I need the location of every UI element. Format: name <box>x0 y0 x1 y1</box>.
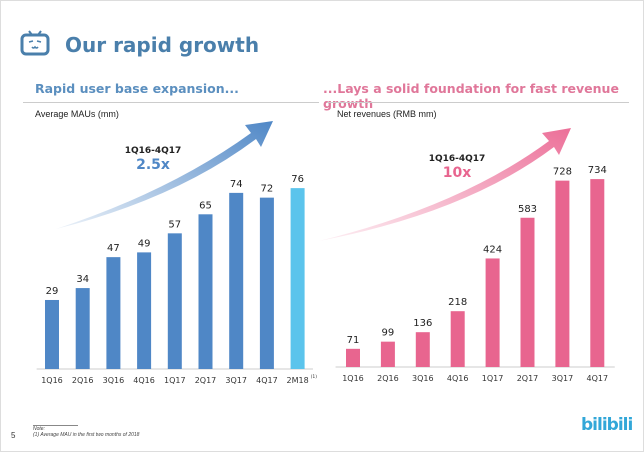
left-value-label: 72 <box>261 184 274 195</box>
left-bar-2Q17 <box>198 214 213 369</box>
left-category-label: 4Q17 <box>256 376 278 385</box>
right-category-label: 4Q16 <box>447 374 469 383</box>
right-category-label: 3Q16 <box>412 374 434 383</box>
right-value-label: 136 <box>413 318 432 329</box>
left-bar-4Q16 <box>137 252 152 369</box>
left-category-label: 2M18 <box>287 376 309 385</box>
left-footnote-marker: (1) <box>311 374 318 380</box>
right-bar-1Q17 <box>485 258 500 367</box>
right-annotation-growth: 10x <box>443 165 472 181</box>
left-category-label: 1Q17 <box>164 376 186 385</box>
right-value-label: 583 <box>518 204 537 215</box>
right-category-label: 4Q17 <box>587 374 609 383</box>
left-category-label: 4Q16 <box>133 376 155 385</box>
right-bar-4Q17 <box>590 179 605 367</box>
left-y-label: Average MAUs (mm) <box>35 109 119 119</box>
right-value-label: 424 <box>483 244 502 255</box>
right-bar-3Q17 <box>555 180 570 367</box>
note-text: (1) Average MAU in the first two months … <box>33 432 140 438</box>
right-value-label: 218 <box>448 297 467 308</box>
left-value-label: 76 <box>291 174 304 185</box>
left-category-label: 3Q17 <box>225 376 247 385</box>
left-chart-title: Rapid user base expansion... <box>35 81 239 96</box>
left-bar-2M18 <box>290 188 305 369</box>
left-value-label: 74 <box>230 179 243 190</box>
right-value-label: 734 <box>588 165 607 176</box>
left-category-label: 2Q17 <box>195 376 217 385</box>
right-bar-2Q17 <box>520 217 535 367</box>
right-chart-title: ...Lays a solid foundation for fast reve… <box>323 81 619 111</box>
left-annotation-growth: 2.5x <box>136 157 170 173</box>
bilibili-logo: bilibili <box>581 415 633 435</box>
left-value-label: 57 <box>168 219 181 230</box>
left-value-label: 34 <box>76 274 89 285</box>
left-value-label: 65 <box>199 200 212 211</box>
left-category-label: 1Q16 <box>41 376 63 385</box>
right-category-label: 3Q17 <box>552 374 574 383</box>
footnote: Note: (1) Average MAU in the first two m… <box>33 426 139 438</box>
left-bar-2Q16 <box>75 288 90 369</box>
left-bar-3Q17 <box>229 192 244 369</box>
left-bar-3Q16 <box>106 257 121 369</box>
right-category-label: 1Q17 <box>482 374 504 383</box>
right-value-label: 71 <box>347 335 360 346</box>
right-category-label: 2Q16 <box>377 374 399 383</box>
left-category-label: 3Q16 <box>103 376 125 385</box>
right-divider <box>327 102 629 103</box>
left-bar-1Q16 <box>45 299 59 369</box>
right-annotation-period: 1Q16-4Q17 <box>429 154 486 164</box>
left-bar-1Q17 <box>167 233 182 369</box>
left-bar-4Q17 <box>259 197 274 369</box>
left-value-label: 49 <box>138 238 151 249</box>
left-divider <box>23 102 319 103</box>
right-bar-2Q16 <box>380 341 395 367</box>
note-divider <box>33 425 78 426</box>
right-bar-1Q16 <box>346 348 360 367</box>
page-title: Our rapid growth <box>65 33 260 57</box>
right-y-label: Net revenues (RMB mm) <box>337 109 437 119</box>
right-bar-4Q16 <box>450 311 465 367</box>
left-value-label: 29 <box>46 286 59 297</box>
note-label: Note: <box>33 426 45 432</box>
bilibili-tv-logo-icon <box>20 30 50 56</box>
right-value-label: 728 <box>553 167 572 178</box>
right-category-label: 2Q17 <box>517 374 539 383</box>
left-category-label: 2Q16 <box>72 376 94 385</box>
right-value-label: 99 <box>382 328 395 339</box>
right-bar-3Q16 <box>415 332 430 367</box>
page-number: 5 <box>11 431 16 440</box>
left-value-label: 47 <box>107 243 120 254</box>
left-growth-arrow <box>56 121 273 229</box>
right-category-label: 1Q16 <box>342 374 364 383</box>
left-annotation-period: 1Q16-4Q17 <box>125 146 182 156</box>
